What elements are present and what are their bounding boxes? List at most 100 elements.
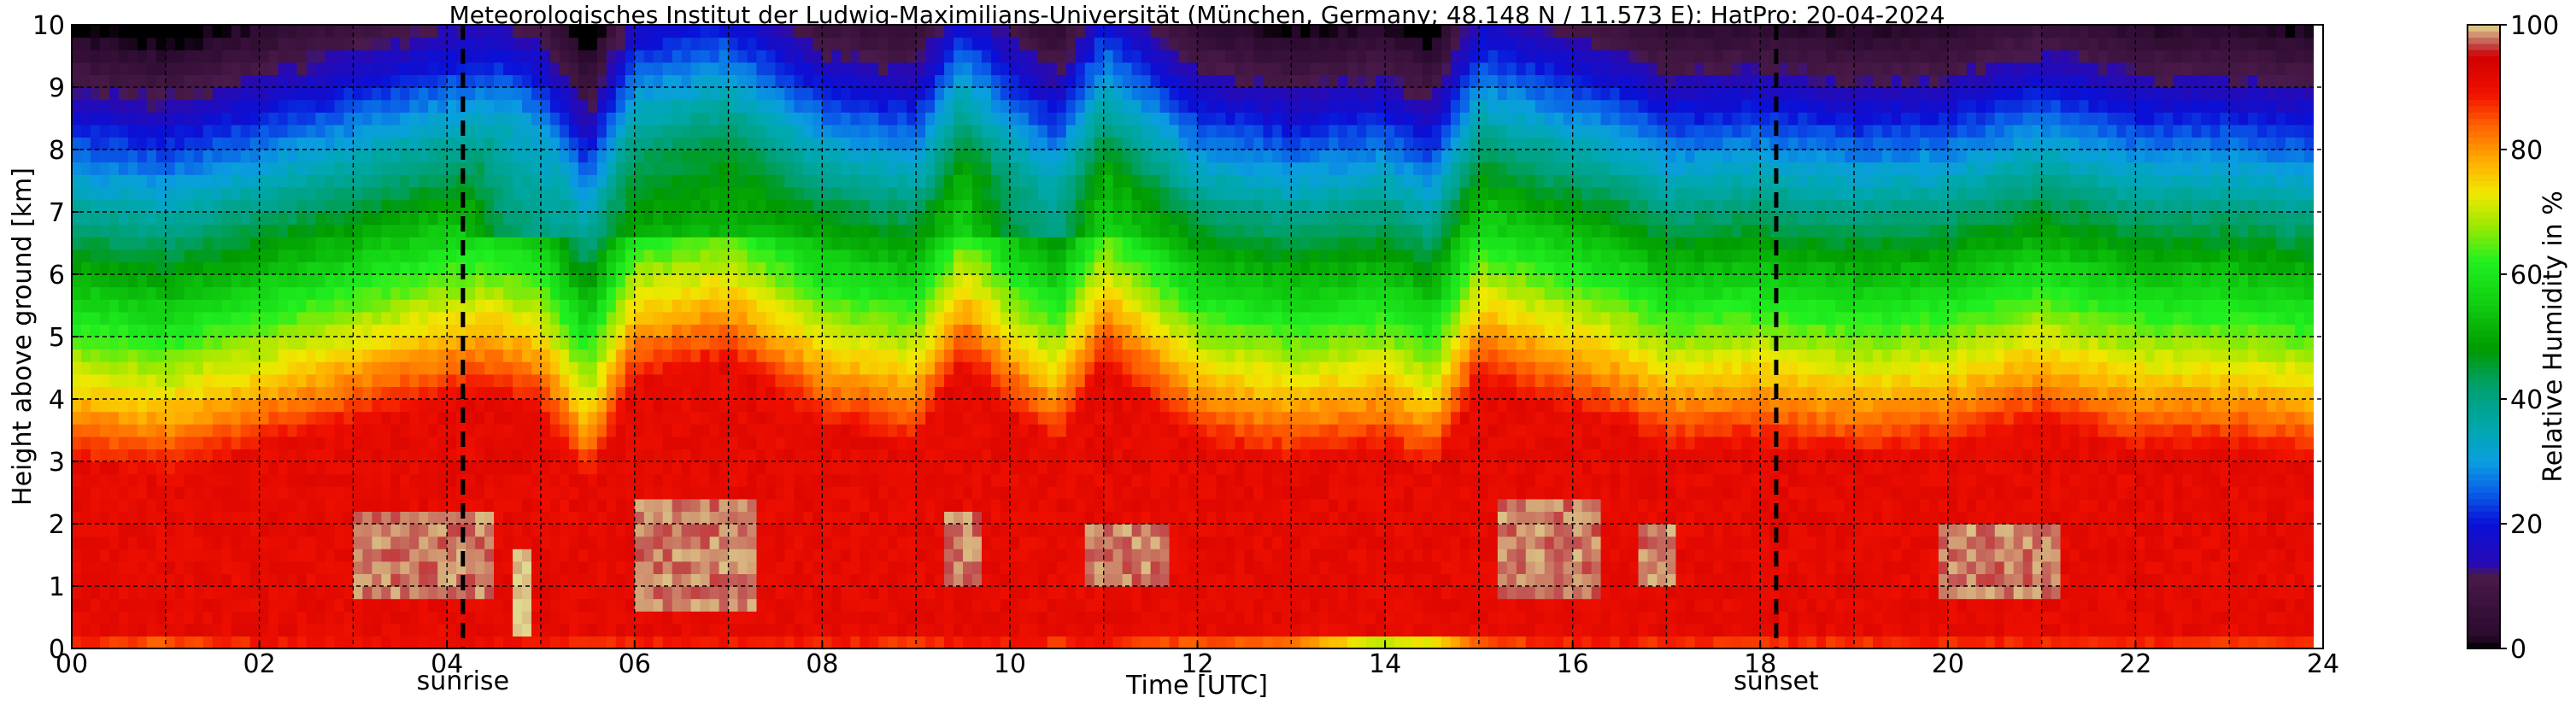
heat-cell <box>822 611 832 625</box>
heat-cell <box>972 511 983 525</box>
heat-cell <box>954 436 964 449</box>
heat-cell <box>419 186 429 200</box>
heat-cell <box>296 286 308 300</box>
heat-cell <box>494 486 504 500</box>
heat-cell <box>221 112 232 126</box>
heat-cell <box>568 25 579 38</box>
heat-cell <box>803 99 813 113</box>
heat-cell <box>231 124 242 138</box>
heat-cell <box>155 62 167 75</box>
heat-cell <box>549 186 560 200</box>
heat-cell <box>615 124 626 138</box>
heat-cell <box>409 299 420 313</box>
heat-cell <box>212 361 223 375</box>
heat-cell <box>137 386 148 400</box>
heat-cell <box>165 186 176 200</box>
heat-cell <box>653 224 664 238</box>
heat-cell <box>907 486 917 500</box>
heat-cell <box>72 87 82 101</box>
heat-cell <box>90 611 101 625</box>
heat-cell <box>634 261 645 275</box>
heat-cell <box>146 99 157 113</box>
heat-cell <box>897 311 907 325</box>
heat-cell <box>174 636 185 648</box>
heat-cell <box>1000 62 1011 75</box>
heat-cell <box>325 524 336 537</box>
heat-cell <box>484 373 495 387</box>
heat-cell <box>587 498 598 512</box>
heat-cell <box>466 560 476 574</box>
heat-cell <box>419 549 429 562</box>
heat-cell <box>212 124 223 138</box>
heat-cell <box>728 212 739 226</box>
heat-cell <box>916 212 926 226</box>
heat-cell <box>972 573 983 587</box>
heat-cell <box>99 337 110 350</box>
heat-cell <box>916 461 926 475</box>
heat-cell <box>963 623 973 637</box>
heat-cell <box>80 560 91 574</box>
heat-cell <box>503 62 513 75</box>
heat-cell <box>653 112 664 126</box>
heat-cell <box>662 598 673 612</box>
heat-cell <box>841 524 851 537</box>
heat-cell <box>184 424 195 437</box>
heat-cell <box>559 549 570 562</box>
heat-cell <box>897 598 907 612</box>
heat-cell <box>850 174 860 188</box>
heat-cell <box>1000 623 1011 637</box>
heat-cell <box>747 99 758 113</box>
heat-cell <box>400 399 410 413</box>
heat-cell <box>841 549 851 562</box>
heat-cell <box>841 361 851 375</box>
heat-cell <box>925 411 936 425</box>
heat-cell <box>146 361 157 375</box>
heat-cell <box>231 174 242 188</box>
heat-cell <box>672 386 683 400</box>
heat-cell <box>860 461 870 475</box>
heat-cell <box>466 50 476 63</box>
heat-cell <box>146 224 157 238</box>
heat-cell <box>231 436 242 449</box>
heat-cell <box>118 112 129 126</box>
heat-cell <box>475 261 485 275</box>
heat-cell <box>240 598 251 612</box>
heat-cell <box>606 124 617 138</box>
heat-cell <box>540 274 551 288</box>
heat-cell <box>221 299 232 313</box>
heat-cell <box>381 99 391 113</box>
heat-cell <box>803 461 813 475</box>
heat-cell <box>944 411 954 425</box>
heat-cell <box>306 299 317 313</box>
heat-cell <box>954 62 964 75</box>
heat-cell <box>963 112 973 126</box>
heat-cell <box>897 161 907 175</box>
heat-cell <box>690 623 701 637</box>
heat-cell <box>981 224 992 238</box>
heat-cell <box>700 424 711 437</box>
heat-cell <box>343 461 354 475</box>
heat-cell <box>287 373 298 387</box>
heat-cell <box>155 461 167 475</box>
heat-cell <box>766 486 777 500</box>
heat-cell <box>643 436 654 449</box>
heat-cell <box>925 461 936 475</box>
heat-cell <box>99 199 110 213</box>
heat-cell <box>334 498 344 512</box>
heat-cell <box>775 586 786 600</box>
heat-cell <box>625 299 636 313</box>
heat-cell <box>118 249 129 262</box>
heat-cell <box>549 411 560 425</box>
heat-cell <box>803 150 813 163</box>
heat-cell <box>146 161 157 175</box>
heat-cell <box>390 99 401 113</box>
heat-cell <box>315 436 326 449</box>
heat-cell <box>662 636 673 648</box>
heat-cell <box>700 62 711 75</box>
heat-cell <box>766 524 777 537</box>
heat-cell <box>72 299 82 313</box>
heat-cell <box>719 611 730 625</box>
heat-cell <box>127 124 138 138</box>
heat-cell <box>155 411 167 425</box>
heat-cell <box>400 137 410 150</box>
